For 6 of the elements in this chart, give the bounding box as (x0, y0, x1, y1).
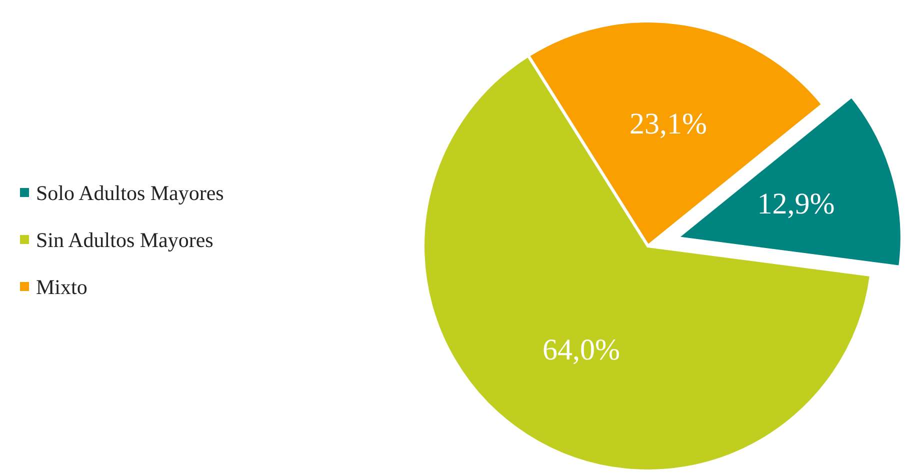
data-label: 12,9% (757, 188, 835, 221)
data-label: 23,1% (630, 107, 708, 140)
legend-label: Mixto (36, 275, 88, 299)
data-label: 64,0% (542, 334, 620, 367)
legend-label: Sin Adultos Mayores (36, 228, 214, 252)
legend-label: Solo Adultos Mayores (36, 181, 224, 205)
